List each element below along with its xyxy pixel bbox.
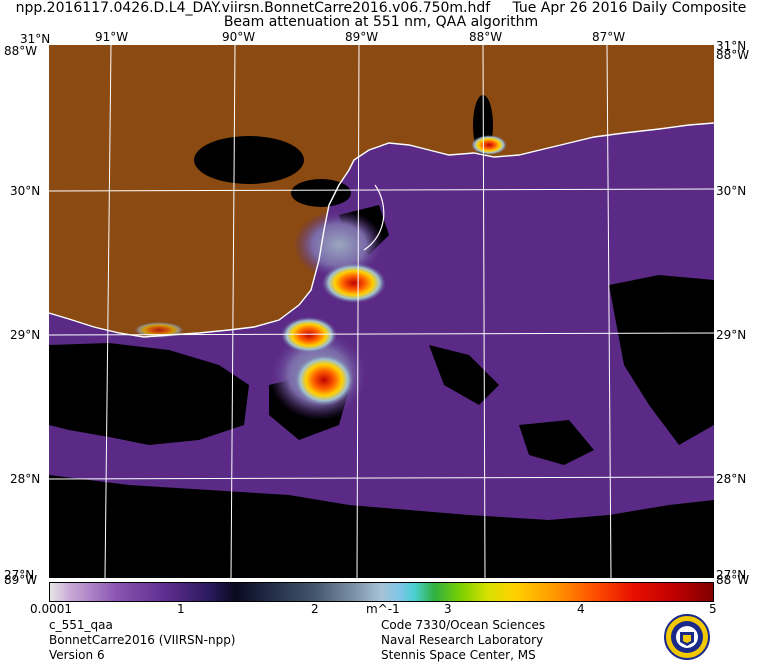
colorbar-tick-3: 3 <box>444 602 452 616</box>
lat-label-right-30n: 30°N <box>716 184 747 198</box>
corner-label-bottom-left-lat: 27°N <box>4 568 35 582</box>
colorbar-tick-4: 4 <box>577 602 585 616</box>
footer-lab: Naval Research Laboratory <box>381 633 544 647</box>
corner-label-bottom-right-lon: 88°W <box>716 573 750 587</box>
plume-barataria <box>281 317 337 353</box>
lake-pontchartrain <box>194 136 304 184</box>
lat-label-left-30n: 30°N <box>10 184 41 198</box>
footer-region: BonnetCarre2016 (VIIRSN-npp) <box>49 633 236 647</box>
lon-label-90w: 90°W <box>222 30 256 44</box>
colorbar-unit: m^-1 <box>366 602 400 616</box>
lat-label-right-28n: 28°N <box>716 472 747 486</box>
lon-label-91w: 91°W <box>95 30 129 44</box>
colorbar-tick-1: 1 <box>177 602 185 616</box>
colorbar <box>49 582 714 602</box>
plume-chandeleur <box>322 263 386 303</box>
lake-borgne <box>291 179 351 207</box>
corner-label-top-right-lon: 88°W <box>716 48 750 62</box>
corner-label-top-right-lat: 31°N <box>716 39 747 53</box>
cloud-cover <box>49 205 714 578</box>
colorbar-tick-5: 5 <box>709 602 717 616</box>
footer-version: Version 6 <box>49 648 105 662</box>
footer-location: Stennis Space Center, MS <box>381 648 536 662</box>
graticule <box>49 45 714 578</box>
plume-mobile <box>471 135 507 155</box>
corner-label-bottom-left-lon: 89°W <box>4 573 38 587</box>
colorbar-tick-0: 0.0001 <box>30 602 72 616</box>
satellite-map <box>49 45 714 578</box>
corner-label-top-left-lon: 88°W <box>4 44 38 58</box>
plume-west <box>134 322 184 338</box>
footer-code: Code 7330/Ocean Sciences <box>381 618 546 632</box>
lat-label-left-29n: 29°N <box>10 328 41 342</box>
corner-label-top-left-lat: 31°N <box>20 32 51 46</box>
corner-label-bottom-right-lat: 27°N <box>716 568 747 582</box>
title-line-2: Beam attenuation at 551 nm, QAA algorith… <box>223 14 539 30</box>
land-mass <box>49 45 714 337</box>
lon-label-89w: 89°W <box>345 30 379 44</box>
lon-label-87w: 87°W <box>592 30 626 44</box>
colorbar-tick-2: 2 <box>311 602 319 616</box>
lon-label-88w: 88°W <box>469 30 503 44</box>
lat-label-right-29n: 29°N <box>716 328 747 342</box>
plume-delta <box>294 354 354 406</box>
navy-seal-icon <box>664 614 710 660</box>
lat-label-left-28n: 28°N <box>10 472 41 486</box>
footer-product: c_551_qaa <box>49 618 113 632</box>
title-line-1: npp.2016117.0426.D.L4_DAY.viirsn.BonnetC… <box>15 0 747 16</box>
